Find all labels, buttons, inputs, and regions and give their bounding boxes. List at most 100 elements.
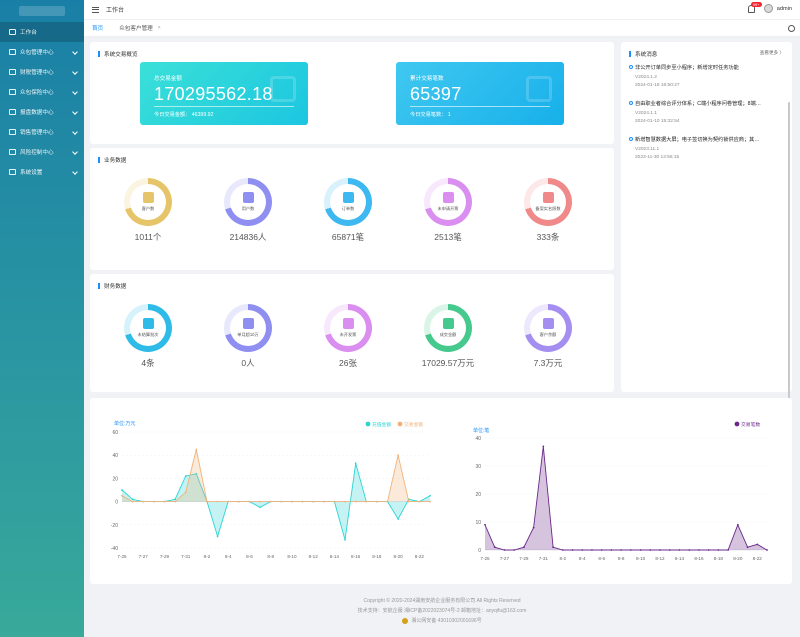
ring-label: 未结算批次 bbox=[137, 332, 159, 337]
data-point bbox=[542, 445, 545, 448]
bell-icon[interactable]: 99+ bbox=[747, 1, 762, 13]
business-item-2[interactable]: 订单数 65871笔 bbox=[308, 178, 388, 243]
business-item-0[interactable]: 客户数 1011个 bbox=[108, 178, 188, 243]
close-icon[interactable]: × bbox=[157, 25, 161, 31]
message-item[interactable]: 非公开订单同步至小程序；新增定时任务功能 V2024.1.2 2024-01-16 … bbox=[629, 64, 795, 88]
sidebar-item-0[interactable]: 工作台 bbox=[0, 22, 84, 42]
series-line bbox=[121, 449, 430, 503]
x-tick-label: 7-27 bbox=[500, 556, 510, 561]
copyright-text: Copyright © 2020-2024湖南安航企业服务有限公司 All Ri… bbox=[363, 598, 521, 604]
ring-value: 7.3万元 bbox=[533, 358, 563, 368]
message-item[interactable]: 新增智慧数据大屏；电子签切换为契约锁供应商；其… V2023.11.1 2023-1… bbox=[629, 136, 795, 160]
finance-item-3[interactable]: 成交金额 17029.57万元 bbox=[408, 304, 488, 369]
overview-title: 系统交易概览 bbox=[98, 50, 138, 58]
business-item-3[interactable]: 未申请开票 2513笔 bbox=[408, 178, 488, 243]
count-chart: 单位:笔 0 10 20 30 40 7-25 7-27 7-29 7-31 8-2 8-4 8-6 8-… bbox=[473, 421, 768, 561]
sales-icon bbox=[9, 129, 16, 135]
username[interactable]: admin bbox=[776, 5, 792, 12]
series-area bbox=[122, 463, 430, 540]
finance-item-2[interactable]: 未开发票 26张 bbox=[308, 304, 388, 369]
finance-card: 财务数据 未结算批次 4条 单月超10万 0人 未开发票 26张 成交金额 17029.57万… bbox=[90, 274, 614, 392]
data-point bbox=[581, 549, 584, 551]
data-point bbox=[484, 523, 486, 526]
x-tick-label: 8-12 bbox=[309, 554, 319, 559]
data-point bbox=[142, 500, 145, 503]
y-tick-label: 10 bbox=[475, 520, 481, 526]
y-tick-label: -20 bbox=[111, 523, 118, 529]
sidebar-item-label: 风险控制中心 bbox=[20, 150, 54, 156]
data-point bbox=[493, 546, 496, 549]
ring-inner: 单月超10万 bbox=[230, 310, 266, 346]
message-date: 2024-01-10 15:32:54 bbox=[635, 119, 680, 124]
ring-label: 用户数 bbox=[241, 206, 255, 211]
avatar[interactable] bbox=[763, 4, 773, 13]
sidebar-item-label: 工作台 bbox=[20, 30, 37, 36]
ring-label: 订单数 bbox=[341, 206, 355, 211]
finance-item-4[interactable]: 客户余额 7.3万元 bbox=[508, 304, 588, 369]
sidebar-item-5[interactable]: 销售管理中心 bbox=[0, 122, 84, 142]
ring-value: 0人 bbox=[241, 358, 255, 368]
sidebar-item-label: 众包管理中心 bbox=[20, 50, 54, 56]
tab-customer-management[interactable]: 众包客户管理 × bbox=[111, 20, 169, 37]
data-point bbox=[152, 500, 155, 503]
x-tick-label: 8-22 bbox=[415, 554, 425, 559]
progress-ring: 未申请开票 bbox=[424, 178, 472, 226]
x-tick-label: 8-4 bbox=[579, 556, 586, 561]
data-point bbox=[600, 549, 603, 551]
sidebar-item-6[interactable]: 风险控制中心 bbox=[0, 142, 84, 162]
data-point bbox=[301, 500, 304, 503]
data-point bbox=[121, 494, 123, 497]
menu-toggle-icon[interactable] bbox=[92, 6, 99, 13]
today-count-value: 1 bbox=[447, 112, 451, 118]
finance-item-0[interactable]: 未结算批次 4条 bbox=[108, 304, 188, 369]
police-record[interactable]: 湘公网安备 43010302001696号 bbox=[84, 616, 800, 626]
data-point bbox=[668, 549, 671, 551]
message-version: V2023.11.1 bbox=[635, 147, 660, 152]
gear-icon bbox=[9, 169, 16, 175]
data-point bbox=[184, 475, 187, 477]
sidebar-menu: 工作台众包管理中心财税管理中心 众包保险中心 报盘数据中心销售管理中心 风险控制中心系… bbox=[0, 22, 84, 182]
ring-label: 单月超10万 bbox=[237, 332, 259, 337]
data-point bbox=[121, 489, 123, 491]
view-more-link[interactable]: 查看更多 〉 bbox=[759, 50, 784, 55]
sidebar-item-2[interactable]: 财税管理中心 bbox=[0, 62, 84, 82]
invoice-icon bbox=[442, 192, 454, 203]
scrollbar[interactable] bbox=[788, 102, 790, 427]
chevron-down-icon bbox=[72, 109, 78, 115]
tab-home[interactable]: 首页 bbox=[84, 20, 111, 37]
x-tick-label: 8-2 bbox=[204, 554, 211, 559]
data-point bbox=[659, 549, 661, 551]
business-item-1[interactable]: 用户数 214836人 bbox=[208, 178, 288, 243]
today-amount: 今日交易金额： 46399.92 bbox=[154, 111, 213, 118]
ring-inner: 未申请开票 bbox=[430, 184, 466, 220]
shield-icon bbox=[9, 89, 16, 95]
watermark-icon bbox=[270, 76, 296, 102]
settings-icon[interactable] bbox=[788, 25, 795, 32]
sidebar-item-4[interactable]: 报盘数据中心 bbox=[0, 102, 84, 122]
message-title: 新增智慧数据大屏；电子签切换为契约锁供应商；其… bbox=[635, 137, 760, 143]
tax-icon bbox=[9, 69, 16, 75]
logo[interactable] bbox=[0, 0, 84, 22]
finance-item-1[interactable]: 单月超10万 0人 bbox=[208, 304, 288, 369]
data-point bbox=[322, 500, 325, 503]
charts-card: 单位:万元 -40 -20 0 20 40 60 7-25 7-27 7-29 7-31 8-2 8-4… bbox=[90, 398, 792, 584]
sidebar-item-7[interactable]: 系统设置 bbox=[0, 162, 84, 182]
x-tick-label: 8-18 bbox=[714, 556, 724, 561]
x-tick-label: 8-10 bbox=[287, 554, 297, 559]
ring-inner: 客户余额 bbox=[530, 310, 566, 346]
message-title: 自由职业者综合评分体系；C端小程序问卷管理；8端… bbox=[635, 101, 761, 107]
x-tick-label: 8-20 bbox=[733, 556, 743, 561]
x-tick-label: 8-12 bbox=[655, 556, 665, 561]
sidebar-item-1[interactable]: 众包管理中心 bbox=[0, 42, 84, 62]
progress-ring: 订单数 bbox=[324, 178, 372, 226]
message-item[interactable]: 自由职业者综合评分体系；C端小程序问卷管理；8端… V2024.1.1 2024-0… bbox=[629, 100, 795, 124]
sidebar-item-label: 销售管理中心 bbox=[20, 130, 54, 136]
chart-icon bbox=[9, 109, 16, 115]
x-tick-label: 7-25 bbox=[480, 556, 490, 561]
business-item-4[interactable]: 备案实名照数 333条 bbox=[508, 178, 588, 243]
series-area bbox=[485, 446, 767, 550]
ring-value: 26张 bbox=[339, 358, 357, 368]
sidebar-item-3[interactable]: 众包保险中心 bbox=[0, 82, 84, 102]
progress-ring: 单月超10万 bbox=[224, 304, 272, 352]
y-tick-label: 20 bbox=[475, 492, 481, 498]
